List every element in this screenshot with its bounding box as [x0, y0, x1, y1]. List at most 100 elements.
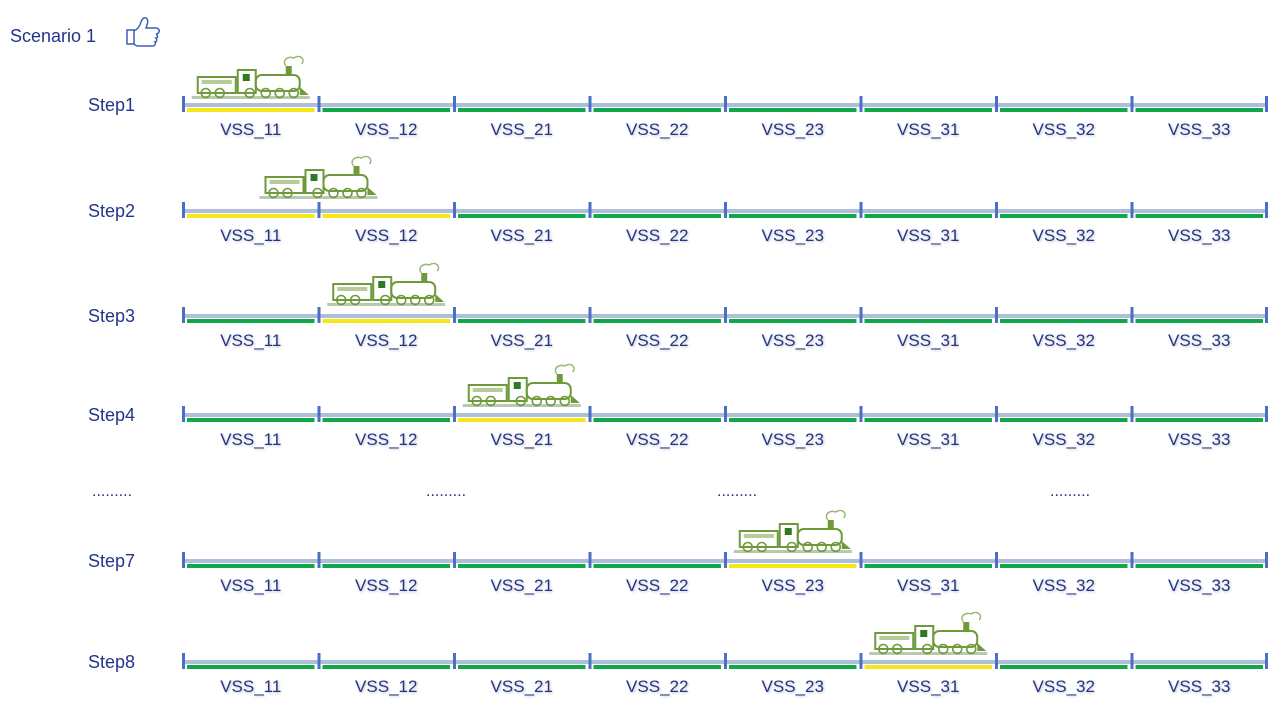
section-separator [1130, 307, 1134, 323]
section-bar-occupied [187, 108, 315, 112]
section-label: VSS_11 [220, 677, 281, 696]
section-separator [317, 653, 321, 669]
section-bar-free [1000, 214, 1128, 218]
steps-layer: Step1 VSS_11 VSS_12 VSS_21 VSS_22 VSS_23 VSS_3… [88, 55, 1268, 696]
ellipsis-2: ......... [426, 483, 466, 500]
section-separator [859, 307, 863, 323]
section-bar-free [1135, 319, 1263, 323]
section-label: VSS_23 [762, 677, 824, 696]
section-bar-free [187, 665, 315, 669]
section-label: VSS_11 [220, 331, 281, 350]
step-label: Step2 [88, 201, 135, 221]
section-bar-free [864, 319, 992, 323]
section-bar-free [864, 214, 992, 218]
section-label: VSS_21 [491, 430, 553, 449]
section-separator [588, 96, 592, 112]
step-row: Step8 VSS_11 VSS_12 VSS_21 VSS_22 VSS_23 VSS_3… [88, 611, 1268, 696]
step-label: Step1 [88, 95, 135, 115]
train-icon [327, 262, 446, 306]
section-bar-free [322, 108, 450, 112]
section-bar-free [593, 214, 721, 218]
ellipsis-row: ......... ......... ......... ......... [92, 483, 1090, 500]
section-label: VSS_22 [626, 226, 688, 245]
section-separator [1130, 552, 1134, 568]
section-separator [724, 406, 727, 422]
section-separator [1265, 653, 1268, 669]
section-separator [317, 307, 321, 323]
section-label: VSS_23 [762, 430, 824, 449]
section-label: VSS_12 [355, 226, 417, 245]
section-label: VSS_12 [355, 120, 417, 139]
section-bar-free [1135, 108, 1263, 112]
section-bar-free [458, 665, 586, 669]
section-separator [859, 552, 863, 568]
section-bar-free [593, 108, 721, 112]
section-bar-free [864, 564, 992, 568]
section-label: VSS_21 [491, 576, 553, 595]
section-separator [588, 202, 592, 218]
section-bar-occupied [187, 214, 315, 218]
section-separator [859, 653, 863, 669]
section-label: VSS_22 [626, 331, 688, 350]
section-bar-free [1135, 564, 1263, 568]
section-separator [453, 406, 456, 422]
section-bar-free [187, 564, 315, 568]
section-label: VSS_21 [491, 331, 553, 350]
step-label: Step3 [88, 306, 135, 326]
section-bar-free [1000, 319, 1128, 323]
section-bar-free [1000, 665, 1128, 669]
section-label: VSS_11 [220, 430, 281, 449]
section-separator [859, 96, 863, 112]
section-separator [588, 307, 592, 323]
section-label: VSS_11 [220, 576, 281, 595]
section-label: VSS_23 [762, 226, 824, 245]
section-separator [182, 307, 185, 323]
section-separator [995, 202, 998, 218]
section-label: VSS_23 [762, 331, 824, 350]
step-row: Step1 VSS_11 VSS_12 VSS_21 VSS_22 VSS_23 VSS_3… [88, 55, 1268, 139]
section-separator [724, 307, 727, 323]
section-bar-free [458, 214, 586, 218]
section-bar-free [187, 418, 315, 422]
section-bar-free [458, 564, 586, 568]
section-label: VSS_21 [491, 226, 553, 245]
section-bar-free [458, 319, 586, 323]
step-row: Step7 VSS_11 VSS_12 VSS_21 VSS_22 VSS_23 VSS_3… [88, 509, 1268, 595]
section-separator [995, 406, 998, 422]
section-label: VSS_32 [1033, 120, 1095, 139]
thumbs-up-icon [126, 17, 160, 47]
train-icon [869, 611, 988, 655]
section-label: VSS_23 [762, 120, 824, 139]
step-label: Step7 [88, 551, 135, 571]
section-bar-free [1000, 564, 1128, 568]
section-bar-free [322, 418, 450, 422]
section-separator [453, 653, 456, 669]
section-separator [182, 653, 185, 669]
train-icon [733, 509, 852, 553]
section-bar-free [1135, 665, 1263, 669]
section-label: VSS_31 [897, 120, 959, 139]
section-label: VSS_31 [897, 677, 959, 696]
section-label: VSS_12 [355, 576, 417, 595]
section-separator [724, 202, 727, 218]
step-row: Step3 VSS_11 VSS_12 VSS_21 VSS_22 VSS_23 VSS_3… [88, 262, 1268, 350]
section-separator [995, 96, 998, 112]
section-bar-occupied [322, 319, 450, 323]
section-separator [182, 552, 185, 568]
section-bar-free [593, 418, 721, 422]
section-separator [588, 552, 592, 568]
section-label: VSS_12 [355, 331, 417, 350]
train-icon [259, 155, 378, 199]
section-label: VSS_22 [626, 120, 688, 139]
section-separator [317, 96, 321, 112]
section-label: VSS_12 [355, 430, 417, 449]
section-label: VSS_32 [1033, 430, 1095, 449]
section-separator [588, 653, 592, 669]
section-label: VSS_32 [1033, 226, 1095, 245]
scenario-title: Scenario 1 [10, 26, 96, 46]
section-separator [1130, 96, 1134, 112]
section-bar-free [187, 319, 315, 323]
section-bar-occupied [458, 418, 586, 422]
section-label: VSS_21 [491, 120, 553, 139]
